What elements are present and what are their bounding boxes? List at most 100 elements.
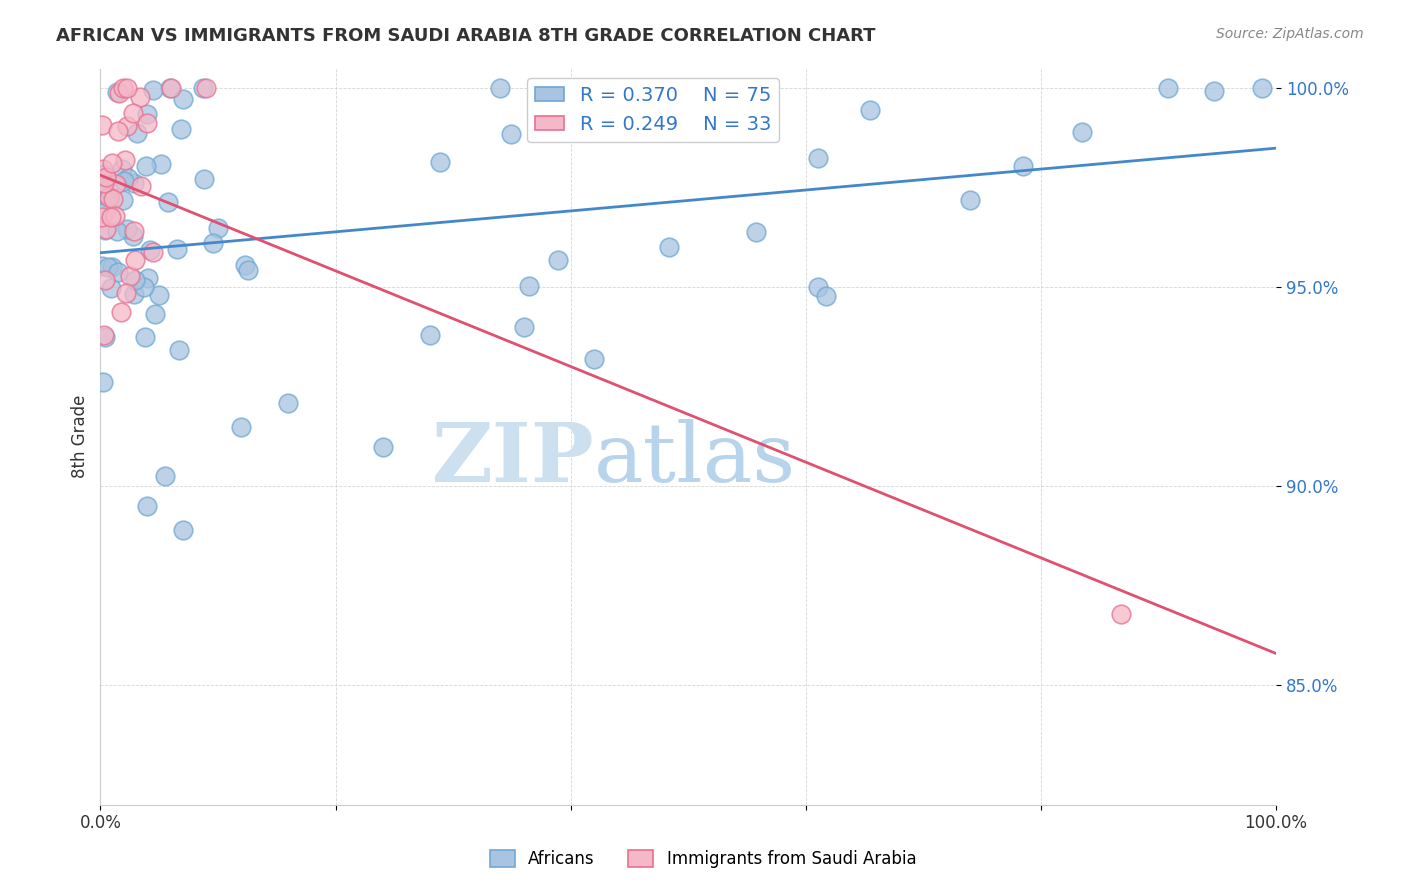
Point: [233, 259, 256, 273]
Legend: R = 0.370    N = 75, R = 0.249    N = 33: R = 0.370 N = 75, R = 0.249 N = 33: [527, 78, 779, 142]
Point: [100, 280, 122, 294]
Point: [97, 182, 120, 196]
Point: [1109, 607, 1132, 621]
Text: ZIP: ZIP: [432, 418, 595, 499]
Point: [93, 327, 115, 342]
Point: [815, 289, 838, 303]
Point: [127, 127, 149, 141]
Point: [156, 194, 179, 209]
Point: [124, 273, 146, 287]
Point: [627, 124, 650, 138]
Point: [236, 263, 259, 277]
Point: [105, 224, 128, 238]
Point: [90, 259, 112, 273]
Point: [191, 81, 214, 95]
Point: [807, 151, 830, 165]
Point: [159, 81, 181, 95]
Point: [90, 118, 112, 132]
Point: [658, 240, 681, 254]
Point: [91, 162, 114, 177]
Point: [105, 178, 128, 192]
Point: [142, 82, 165, 96]
Point: [547, 252, 569, 267]
Point: [149, 157, 172, 171]
Point: [94, 273, 117, 287]
Point: [115, 119, 138, 133]
Point: [160, 81, 183, 95]
Point: [117, 81, 139, 95]
Point: [959, 193, 981, 207]
Point: [91, 375, 114, 389]
Point: [139, 243, 162, 257]
Point: [103, 192, 125, 206]
Point: [195, 81, 218, 95]
Point: [136, 116, 159, 130]
Point: [148, 288, 170, 302]
Point: [105, 85, 128, 99]
Point: [142, 245, 165, 260]
Point: [1156, 81, 1178, 95]
Point: [517, 279, 540, 293]
Point: [121, 229, 143, 244]
Point: [129, 179, 152, 194]
Point: [499, 127, 522, 141]
Point: [107, 265, 129, 279]
Point: [94, 169, 117, 184]
Point: [101, 260, 124, 275]
Point: [114, 153, 136, 167]
Point: [745, 225, 768, 239]
Point: [132, 280, 155, 294]
Point: [111, 81, 134, 95]
Point: [1202, 84, 1225, 98]
Point: [115, 286, 138, 301]
Point: [371, 440, 394, 454]
Point: [128, 90, 150, 104]
Point: [107, 123, 129, 137]
Point: [193, 171, 215, 186]
Point: [108, 86, 131, 100]
Point: [277, 396, 299, 410]
Y-axis label: 8th Grade: 8th Grade: [72, 395, 89, 478]
Point: [122, 176, 145, 190]
Point: [97, 260, 120, 274]
Text: Source: ZipAtlas.com: Source: ZipAtlas.com: [1216, 27, 1364, 41]
Point: [859, 103, 882, 118]
Point: [1251, 81, 1274, 95]
Point: [167, 343, 190, 358]
Point: [101, 156, 124, 170]
Point: [117, 170, 139, 185]
Point: [489, 81, 512, 95]
Point: [120, 268, 142, 283]
Legend: Africans, Immigrants from Saudi Arabia: Africans, Immigrants from Saudi Arabia: [484, 843, 922, 875]
Point: [135, 107, 157, 121]
Point: [104, 209, 127, 223]
Point: [122, 287, 145, 301]
Point: [124, 253, 146, 268]
Text: atlas: atlas: [595, 418, 796, 499]
Point: [90, 169, 112, 183]
Point: [93, 176, 115, 190]
Point: [110, 304, 132, 318]
Point: [98, 192, 121, 206]
Point: [429, 154, 451, 169]
Point: [111, 162, 134, 177]
Point: [94, 222, 117, 236]
Point: [94, 167, 117, 181]
Point: [136, 271, 159, 285]
Point: [90, 210, 112, 224]
Point: [112, 174, 135, 188]
Point: [201, 235, 224, 250]
Point: [207, 220, 229, 235]
Point: [172, 92, 194, 106]
Point: [121, 105, 143, 120]
Point: [155, 469, 177, 483]
Point: [143, 308, 166, 322]
Point: [112, 193, 135, 207]
Point: [136, 500, 159, 514]
Point: [97, 190, 120, 204]
Point: [94, 223, 117, 237]
Point: [231, 419, 253, 434]
Point: [1012, 159, 1035, 173]
Point: [534, 81, 557, 95]
Text: AFRICAN VS IMMIGRANTS FROM SAUDI ARABIA 8TH GRADE CORRELATION CHART: AFRICAN VS IMMIGRANTS FROM SAUDI ARABIA …: [56, 27, 876, 45]
